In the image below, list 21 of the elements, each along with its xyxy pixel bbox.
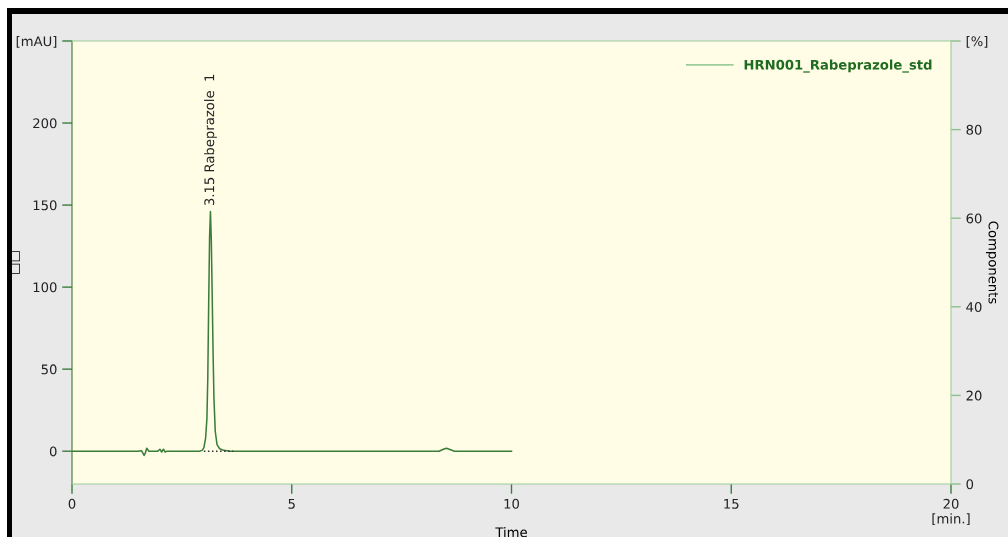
- x-tick-label: 10: [504, 498, 520, 509]
- x-tick-label: 0: [68, 498, 76, 509]
- annotation: 3.15 Rabeprazole 1: [204, 74, 217, 206]
- y2-axis-title: Components: [985, 221, 999, 304]
- y2-tick-label: 40: [966, 302, 982, 312]
- y-tick-label: 100: [33, 282, 57, 293]
- y2-tick-label: [%]: [966, 35, 988, 48]
- x-tick-label: 15: [724, 498, 739, 509]
- y-tick-label: 150: [33, 200, 57, 211]
- x-axis-title: Time: [495, 526, 527, 537]
- x-tick-label: 5: [288, 498, 295, 509]
- y-tick-label: 50: [41, 364, 57, 375]
- y-tick-label: [mAU]: [16, 35, 57, 48]
- y2-tick-label: 60: [966, 213, 982, 224]
- y-tick-label: 0: [49, 446, 57, 457]
- y2-tick-label: 80: [966, 124, 982, 135]
- y2-tick-label: 20: [966, 390, 982, 401]
- text: HRN001_Rabeprazole_std: [744, 59, 932, 73]
- y-tick-label: 200: [33, 118, 57, 129]
- y2-tick-label: 0: [966, 479, 974, 490]
- x-tick-label: 20 [min.]: [932, 498, 970, 526]
